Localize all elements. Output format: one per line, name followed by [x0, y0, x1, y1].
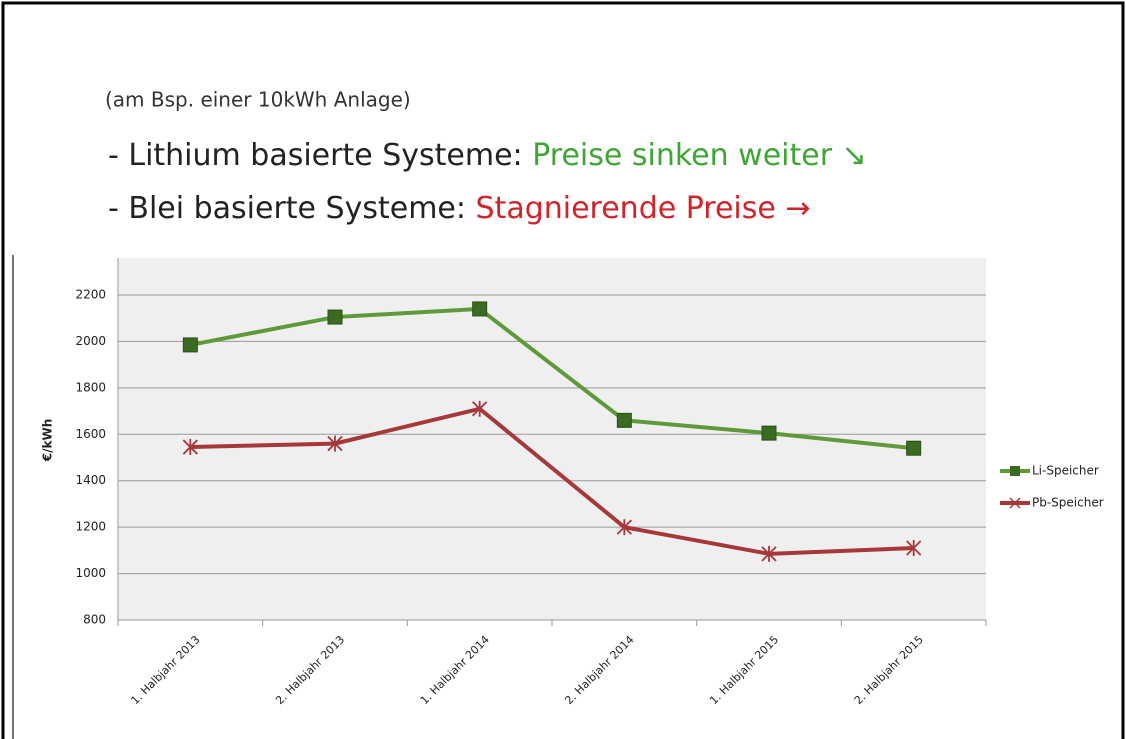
marker [761, 425, 777, 441]
marker [616, 412, 632, 428]
series-line [189, 306, 914, 451]
legend-label: Pb-Speicher [1032, 496, 1104, 510]
bullet-line: - Lithium basierte Systeme: Preise sinke… [108, 138, 867, 173]
x-tick-label: 1. Halbjahr 2014 [418, 633, 492, 707]
y-tick-label: 2000 [75, 334, 106, 348]
legend-marker [1009, 497, 1021, 509]
marker [327, 309, 343, 325]
y-tick-label: 800 [83, 613, 106, 627]
x-tick-label: 1. Halbjahr 2013 [128, 633, 202, 707]
x-tick-label: 2. Halbjahr 2014 [562, 633, 636, 707]
y-tick-label: 1800 [75, 380, 106, 394]
y-axis-label: €/kWh [41, 419, 55, 463]
bullet-text: - Lithium basierte Systeme: [108, 138, 532, 173]
marker [906, 540, 922, 557]
bullet-line: - Blei basierte Systeme: Stagnierende Pr… [108, 191, 811, 226]
bullet-highlight: Preise sinken weiter ↘ [532, 138, 867, 173]
bullet-text: - Blei basierte Systeme: [108, 191, 476, 226]
marker [182, 337, 198, 353]
marker [472, 400, 488, 417]
marker [906, 440, 922, 456]
plot-area [118, 258, 986, 620]
marker [472, 301, 488, 317]
legend-marker [1010, 466, 1020, 476]
x-tick-label: 2. Halbjahr 2013 [273, 633, 347, 707]
marker [182, 439, 198, 456]
marker [616, 519, 632, 536]
x-tick-label: 2. Halbjahr 2015 [852, 633, 926, 707]
y-tick-label: 1600 [75, 427, 106, 441]
x-tick-label: 1. Halbjahr 2015 [707, 633, 781, 707]
bullet-highlight: Stagnierende Preise → [476, 191, 811, 226]
series-line [190, 406, 914, 556]
subtitle: (am Bsp. einer 10kWh Anlage) [105, 88, 411, 112]
y-tick-label: 1400 [75, 473, 106, 487]
legend-label: Li-Speicher [1032, 464, 1099, 478]
y-tick-label: 1000 [75, 566, 106, 580]
y-tick-label: 1200 [75, 520, 106, 534]
marker [761, 545, 777, 562]
marker [327, 435, 343, 452]
y-tick-label: 2200 [75, 288, 106, 302]
